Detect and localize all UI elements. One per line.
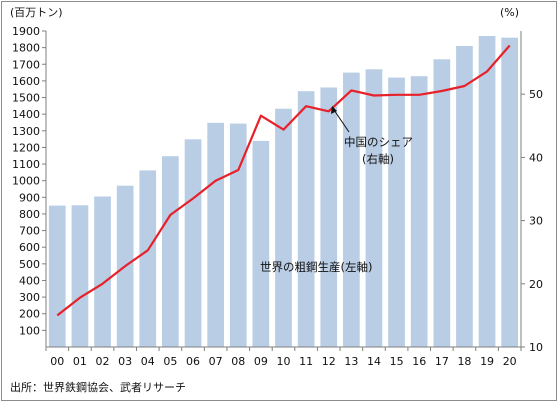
line-series-annotation: 中国のシェア	[344, 135, 413, 149]
bar-01	[71, 205, 89, 347]
x-tick-label: 13	[344, 355, 358, 368]
right-tick-label: 40	[529, 151, 543, 164]
x-tick-label: 09	[254, 355, 268, 368]
x-tick-label: 02	[96, 355, 110, 368]
bar-20	[501, 37, 518, 347]
bar-09	[252, 140, 270, 347]
left-axis-unit: (百万トン)	[10, 6, 63, 19]
bar-17	[433, 59, 451, 348]
bar-08	[229, 123, 247, 347]
bar-series	[48, 36, 518, 348]
bar-16	[410, 76, 428, 347]
annotation-arrow	[333, 109, 350, 133]
right-tick-label: 10	[529, 341, 543, 354]
line-series-annotation-axis: (右軸)	[362, 152, 394, 166]
bar-07	[207, 122, 224, 347]
bar-00	[48, 205, 66, 347]
left-tick-label: 1400	[12, 108, 40, 121]
x-tick-label: 17	[435, 355, 449, 368]
axes	[45, 31, 522, 348]
right-tick-label: 50	[529, 88, 543, 101]
bar-series-annotation: 世界の粗鋼生産(左軸)	[260, 260, 372, 274]
left-tick-label: 1800	[12, 42, 40, 55]
right-axis-ticks: 10 20 30 40 50	[521, 88, 543, 354]
bar-10	[275, 108, 292, 347]
x-tick-label: 01	[73, 355, 87, 368]
x-tick-label: 19	[480, 355, 494, 368]
left-axis-ticks: 100 200 300 400 500 600 700 800 900 1000 1100 1200 1…	[12, 25, 46, 337]
x-tick-label: 07	[209, 355, 223, 368]
x-tick-label: 18	[457, 355, 471, 368]
left-tick-label: 300	[19, 291, 40, 304]
x-tick-label: 10	[277, 355, 291, 368]
x-tick-label: 05	[163, 355, 177, 368]
x-tick-label: 03	[118, 355, 132, 368]
x-tick-label: 15	[390, 355, 404, 368]
left-tick-label: 1200	[12, 141, 40, 154]
line-series	[56, 44, 511, 317]
right-tick-label: 20	[529, 278, 543, 291]
bar-14	[365, 69, 383, 348]
bar-19	[478, 36, 496, 347]
left-tick-label: 100	[19, 324, 40, 337]
bar-02	[94, 196, 111, 347]
left-tick-label: 800	[19, 208, 40, 221]
left-tick-label: 400	[19, 274, 40, 287]
x-tick-label: 16	[412, 355, 426, 368]
x-tick-label: 11	[299, 355, 313, 368]
left-tick-label: 1900	[12, 25, 40, 38]
bar-06	[184, 139, 202, 347]
left-tick-label: 1300	[12, 125, 40, 138]
left-tick-label: 1700	[12, 58, 40, 71]
x-tick-label: 12	[322, 355, 336, 368]
x-tick-label: 08	[231, 355, 245, 368]
left-tick-label: 900	[19, 191, 40, 204]
left-tick-label: 1000	[12, 175, 40, 188]
x-tick-label: 06	[186, 355, 200, 368]
right-axis-unit: (%)	[500, 6, 519, 19]
source-note: 出所：世界鉄鋼協会、武者リサーチ	[10, 380, 186, 394]
bar-04	[139, 170, 157, 347]
annotation-arrowhead	[331, 106, 337, 114]
left-tick-label: 500	[19, 258, 40, 271]
bar-11	[297, 91, 315, 347]
left-tick-label: 1100	[12, 158, 40, 171]
x-tick-label: 04	[141, 355, 155, 368]
x-tick-label: 14	[367, 355, 381, 368]
bar-05	[162, 156, 179, 347]
left-tick-label: 600	[19, 241, 40, 254]
bar-13	[343, 72, 360, 347]
left-tick-label: 1600	[12, 75, 40, 88]
bar-12	[320, 87, 338, 347]
x-tick-label: 20	[503, 355, 517, 368]
x-tick-label: 00	[50, 355, 64, 368]
x-axis-ticks: 00 01 02 03 04 05 06 07 08 09 10 11 12 13 14 15 16 17 18 19…	[45, 347, 522, 368]
left-tick-label: 200	[19, 308, 40, 321]
bar-15	[388, 77, 405, 347]
left-tick-label: 1500	[12, 92, 40, 105]
left-tick-label: 700	[19, 225, 40, 238]
bar-18	[456, 46, 473, 347]
right-tick-label: 30	[529, 215, 543, 228]
